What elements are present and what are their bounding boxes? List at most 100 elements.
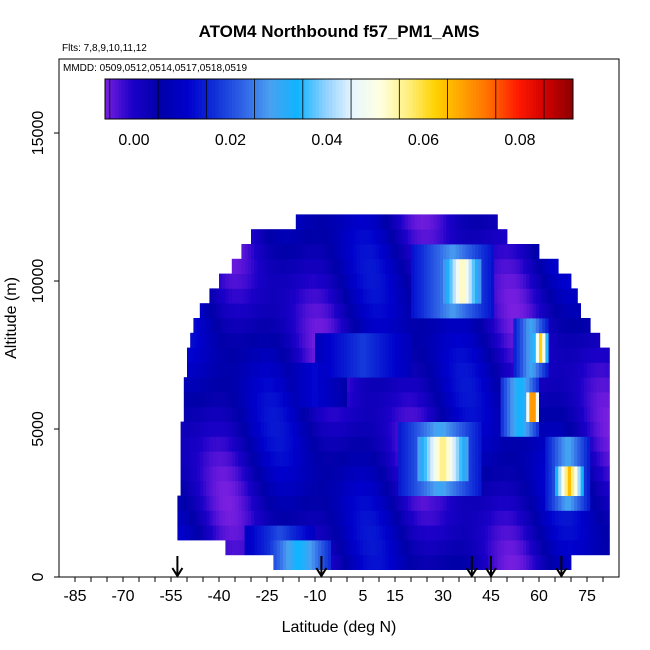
heatmap-cell	[420, 436, 425, 452]
heatmap-cell	[545, 495, 549, 511]
heatmap-cell	[251, 362, 255, 378]
heatmap-cell	[385, 318, 389, 334]
heatmap-cell	[222, 318, 226, 334]
heatmap-cell	[468, 436, 473, 452]
heatmap-cell	[507, 466, 511, 482]
heatmap-cell	[436, 495, 441, 511]
heatmap-cell	[238, 451, 242, 467]
heatmap-cell	[500, 392, 505, 408]
heatmap-cell	[487, 480, 492, 496]
heatmap-cell	[526, 392, 530, 408]
heatmap-cell	[180, 466, 185, 482]
heatmap-cell	[212, 451, 217, 467]
heatmap-cell	[606, 495, 610, 511]
heatmap-cell	[279, 436, 284, 452]
heatmap-cell	[462, 392, 466, 408]
colorbar-tick-label: 0.02	[215, 132, 246, 149]
heatmap-cell	[513, 318, 517, 334]
heatmap-cell	[247, 392, 252, 408]
heatmap-cell	[382, 362, 386, 378]
heatmap-cell	[545, 525, 549, 541]
heatmap-cell	[452, 525, 457, 541]
heatmap-cell	[228, 466, 233, 482]
heatmap-cell	[433, 214, 437, 230]
heatmap-cell	[334, 318, 338, 334]
heatmap-cell	[363, 347, 367, 363]
colorbar-segment	[472, 79, 477, 119]
heatmap-cell	[372, 288, 377, 304]
heatmap-cell	[270, 392, 274, 408]
heatmap-cell	[375, 525, 380, 541]
heatmap-cell	[551, 421, 556, 437]
heatmap-cell	[286, 362, 290, 378]
heatmap-cell	[321, 421, 325, 437]
heatmap-cell	[212, 421, 217, 437]
heatmap-cell	[587, 362, 591, 378]
heatmap-cell	[231, 347, 236, 363]
heatmap-cell	[561, 303, 565, 319]
heatmap-cell	[423, 258, 428, 274]
heatmap-cell	[526, 510, 530, 526]
heatmap-cell	[414, 244, 418, 260]
heatmap-cell	[311, 466, 316, 482]
heatmap-cell	[548, 392, 553, 408]
heatmap-cell	[190, 480, 194, 496]
heatmap-cell	[324, 525, 329, 541]
heatmap-cell	[196, 451, 201, 467]
heatmap-cell	[283, 436, 287, 452]
heatmap-cell	[283, 288, 287, 304]
heatmap-cell	[363, 510, 367, 526]
colorbar-segment	[292, 79, 297, 119]
heatmap-cell	[513, 406, 517, 422]
heatmap-cell	[190, 436, 194, 452]
heatmap-cell	[427, 406, 431, 422]
heatmap-cell	[395, 347, 399, 363]
heatmap-cell	[404, 303, 409, 319]
heatmap-cell	[263, 332, 268, 348]
heatmap-cell	[231, 495, 236, 511]
heatmap-cell	[414, 421, 418, 437]
heatmap-cell	[427, 258, 431, 274]
heatmap-cell	[199, 451, 204, 467]
heatmap-cell	[273, 318, 277, 334]
heatmap-cell	[372, 436, 377, 452]
heatmap-cell	[257, 436, 261, 452]
heatmap-cell	[331, 466, 335, 482]
heatmap-cell	[340, 377, 345, 393]
heatmap-cell	[484, 229, 489, 245]
heatmap-cell	[513, 303, 517, 319]
heatmap-cell	[455, 318, 460, 334]
heatmap-cell	[532, 510, 537, 526]
heatmap-cell	[283, 303, 287, 319]
heatmap-cell	[468, 244, 473, 260]
colorbar-segment	[509, 79, 514, 119]
heatmap-cell	[260, 273, 265, 289]
heatmap-cell	[417, 229, 421, 245]
heatmap-cell	[443, 451, 447, 467]
heatmap-cell	[302, 421, 306, 437]
heatmap-cell	[590, 495, 594, 511]
heatmap-cell	[324, 244, 329, 260]
colorbar-segment	[469, 79, 474, 119]
heatmap-cell	[443, 392, 447, 408]
heatmap-cell	[433, 362, 437, 378]
heatmap-cell	[215, 510, 220, 526]
heatmap-cell	[606, 392, 610, 408]
colorbar-segment	[265, 79, 270, 119]
heatmap-cell	[187, 406, 191, 422]
heatmap-cell	[478, 229, 482, 245]
heatmap-cell	[199, 480, 204, 496]
colorbar-segment	[526, 79, 531, 119]
heatmap-cell	[382, 214, 386, 230]
heatmap-cell	[241, 392, 245, 408]
heatmap-cell	[516, 288, 521, 304]
heatmap-cell	[407, 480, 412, 496]
heatmap-cell	[539, 436, 543, 452]
heatmap-cell	[353, 540, 357, 556]
heatmap-cell	[465, 480, 469, 496]
heatmap-cell	[276, 347, 281, 363]
colorbar-segment	[559, 79, 564, 119]
heatmap-cell	[270, 525, 274, 541]
heatmap-cell	[398, 258, 402, 274]
heatmap-cell	[452, 318, 457, 334]
